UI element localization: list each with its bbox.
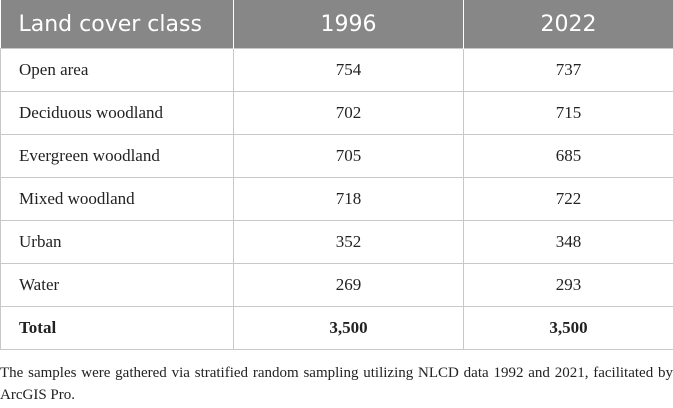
table-cell: 685 <box>463 134 673 178</box>
table-cell: 722 <box>463 177 673 221</box>
header-cell: 2022 <box>463 0 673 49</box>
table-cell: 737 <box>463 48 673 92</box>
table-cell: 754 <box>233 48 464 92</box>
table-cell: 348 <box>463 220 673 264</box>
table-row: Evergreen woodland 705 685 <box>0 134 673 178</box>
footnote: The samples were gathered via stratified… <box>0 365 673 403</box>
table-cell: Urban <box>0 220 234 264</box>
table-cell: 715 <box>463 91 673 135</box>
table-cell: 702 <box>233 91 464 135</box>
table-cell: Open area <box>0 48 234 92</box>
table-row: Deciduous woodland 702 715 <box>0 91 673 135</box>
table-cell: 705 <box>233 134 464 178</box>
table-cell: 269 <box>233 263 464 307</box>
table-cell: 3,500 <box>463 306 673 350</box>
table-cell: Total <box>0 306 234 350</box>
table-cell: 293 <box>463 263 673 307</box>
table-row: Total 3,500 3,500 <box>0 306 673 350</box>
table-cell: 3,500 <box>233 306 464 350</box>
header-cell: 1996 <box>233 0 464 49</box>
table-row: Open area 754 737 <box>0 48 673 92</box>
table-row: Water 269 293 <box>0 263 673 307</box>
header-cell: Land cover class <box>0 0 234 49</box>
header-row: Land cover class 1996 2022 <box>0 0 673 49</box>
table-cell: Evergreen woodland <box>0 134 234 178</box>
table-cell: 718 <box>233 177 464 221</box>
data-table: Land cover class 1996 2022 Open area 754 737… <box>0 0 673 350</box>
table-cell: Deciduous woodland <box>0 91 234 135</box>
table-cell: 352 <box>233 220 464 264</box>
table-cell: Mixed woodland <box>0 177 234 221</box>
table-cell: Water <box>0 263 234 307</box>
table-row: Mixed woodland 718 722 <box>0 177 673 221</box>
table-row: Urban 352 348 <box>0 220 673 264</box>
table-body: Open area 754 737 Deciduous woodland 702 715 E… <box>0 48 673 350</box>
